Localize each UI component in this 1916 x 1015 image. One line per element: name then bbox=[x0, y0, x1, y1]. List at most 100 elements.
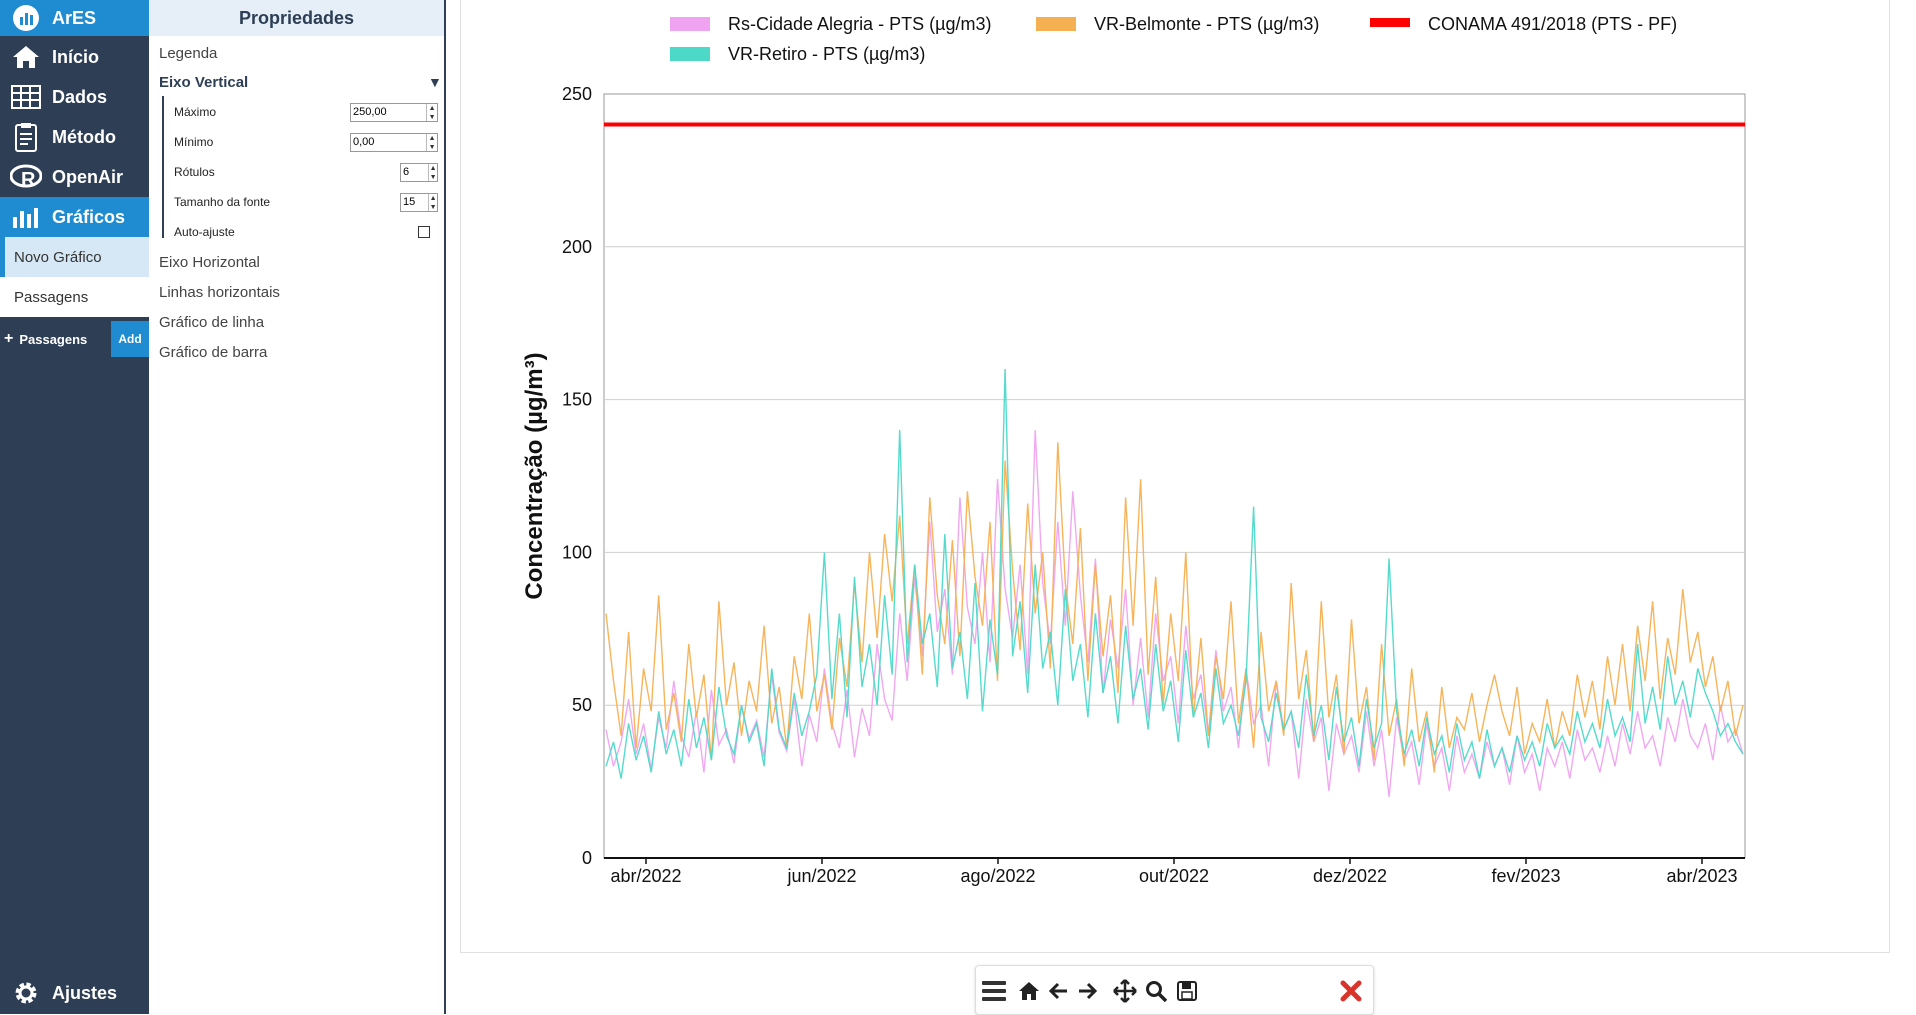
chart-grid bbox=[603, 93, 1746, 859]
clipboard-icon bbox=[0, 122, 52, 152]
r-logo-icon: R bbox=[0, 164, 52, 190]
add-passagens-row: + Passagens Add bbox=[0, 321, 149, 357]
legend-swatch bbox=[1036, 17, 1076, 31]
row-maximo: Máximo ▲▼ bbox=[174, 100, 438, 124]
x-tick-label: out/2022 bbox=[1139, 866, 1209, 886]
collapse-arrow-icon[interactable]: ▼ bbox=[428, 74, 442, 90]
sub-item-novo-grafico[interactable]: Novo Gráfico bbox=[0, 237, 149, 277]
chart-axes: 0 50 100 150 200 250 abr/2022 jun/2022 ago/2022 o… bbox=[521, 84, 1745, 886]
auto-ajuste-checkbox[interactable] bbox=[418, 226, 430, 238]
spin-arrows-icon[interactable]: ▲ ▼ bbox=[426, 103, 437, 121]
chart-card bbox=[460, 0, 1890, 953]
x-tick-label: abr/2023 bbox=[1666, 866, 1737, 886]
properties-title: Propriedades bbox=[149, 0, 444, 36]
x-tick-label: fev/2023 bbox=[1491, 866, 1560, 886]
legend-label: VR-Retiro - PTS (µg/m3) bbox=[728, 44, 925, 64]
minimo-spinbox[interactable]: ▲▼ bbox=[350, 132, 438, 152]
minimo-label: Mínimo bbox=[174, 135, 214, 149]
series-line-2 bbox=[605, 442, 1744, 773]
tamanho-fonte-spinbox[interactable]: ▲▼ bbox=[400, 192, 438, 212]
nav-item-label: Dados bbox=[52, 86, 108, 107]
zoom-icon[interactable] bbox=[1143, 978, 1169, 1004]
home-icon bbox=[0, 44, 52, 70]
spin-arrows-icon[interactable]: ▲ ▼ bbox=[426, 133, 437, 151]
add-button[interactable]: Add bbox=[111, 321, 149, 357]
nav-item-label: Ajustes bbox=[52, 982, 118, 1003]
tree-line bbox=[162, 96, 164, 238]
nav-item-label: OpenAir bbox=[52, 166, 124, 187]
y-tick-label: 0 bbox=[582, 848, 592, 868]
maximo-label: Máximo bbox=[174, 105, 217, 119]
nav-item-metodo[interactable]: Método bbox=[0, 117, 149, 157]
section-eixo-vertical[interactable]: Eixo Vertical bbox=[159, 74, 249, 91]
spin-arrows-icon[interactable]: ▲ ▼ bbox=[428, 193, 437, 211]
rotulos-input[interactable] bbox=[401, 163, 429, 181]
ares-logo-icon bbox=[0, 4, 52, 32]
nav-item-inicio[interactable]: Início bbox=[0, 37, 149, 77]
sub-item-passagens[interactable]: Passagens bbox=[0, 277, 149, 317]
nav-item-label: Método bbox=[52, 126, 116, 147]
maximo-spinbox[interactable]: ▲▼ bbox=[350, 102, 438, 122]
y-tick-label: 50 bbox=[572, 695, 592, 715]
svg-text:R: R bbox=[21, 169, 36, 190]
spin-arrows-icon[interactable]: ▲ ▼ bbox=[428, 163, 437, 181]
properties-panel: Propriedades Legenda Eixo Vertical ▼ Máx… bbox=[149, 0, 446, 1014]
tamanho-fonte-label: Tamanho da fonte bbox=[174, 195, 271, 209]
close-icon[interactable] bbox=[1338, 978, 1364, 1004]
y-axis-label: Concentração (µg/m³) bbox=[521, 352, 548, 599]
legend-label: VR-Belmonte - PTS (µg/m3) bbox=[1094, 14, 1319, 34]
add-passagens-label: Passagens bbox=[19, 331, 88, 347]
nav-item-openair[interactable]: R OpenAir bbox=[0, 157, 149, 197]
brand-title: ArES bbox=[52, 7, 97, 28]
back-arrow-icon[interactable] bbox=[1046, 978, 1072, 1004]
brand-header[interactable]: ArES bbox=[0, 0, 149, 36]
nav-item-graficos[interactable]: Gráficos bbox=[0, 197, 149, 237]
x-tick-label: ago/2022 bbox=[960, 866, 1035, 886]
chart-series bbox=[604, 122, 1745, 797]
nav-item-label: Início bbox=[52, 46, 100, 67]
section-grafico-barra[interactable]: Gráfico de barra bbox=[159, 344, 268, 361]
chart-legend: Rs-Cidade Alegria - PTS (µg/m3) VR-Belmon… bbox=[670, 14, 1677, 64]
rotulos-spinbox[interactable]: ▲▼ bbox=[400, 162, 438, 182]
save-icon[interactable] bbox=[1174, 978, 1200, 1004]
chart[interactable]: Rs-Cidade Alegria - PTS (µg/m3) VR-Belmon… bbox=[460, 0, 1890, 955]
series-line-1 bbox=[605, 430, 1744, 797]
section-legenda[interactable]: Legenda bbox=[159, 45, 218, 62]
rotulos-label: Rótulos bbox=[174, 165, 215, 179]
minimo-input[interactable] bbox=[351, 133, 427, 151]
y-tick-label: 250 bbox=[562, 84, 592, 104]
legend-swatch bbox=[670, 17, 710, 31]
gear-icon bbox=[0, 979, 52, 1007]
tamanho-fonte-input[interactable] bbox=[401, 193, 429, 211]
main-navigation: ArES Início Dados Método R OpenAir Gráfi… bbox=[0, 0, 149, 1014]
nav-item-dados[interactable]: Dados bbox=[0, 77, 149, 117]
section-linhas-horizontais[interactable]: Linhas horizontais bbox=[159, 284, 280, 301]
nav-item-label: Gráficos bbox=[52, 206, 126, 227]
add-passagens-label-wrap: + Passagens bbox=[0, 330, 111, 348]
auto-ajuste-label: Auto-ajuste bbox=[174, 225, 235, 239]
legend-swatch bbox=[670, 47, 710, 61]
home-icon[interactable] bbox=[1016, 978, 1042, 1004]
pan-icon[interactable] bbox=[1112, 978, 1138, 1004]
chart-toolbar bbox=[975, 965, 1374, 1015]
legend-swatch bbox=[1370, 18, 1410, 27]
series-line-3 bbox=[605, 368, 1744, 779]
nav-item-ajustes[interactable]: Ajustes bbox=[0, 973, 149, 1013]
section-eixo-horizontal[interactable]: Eixo Horizontal bbox=[159, 254, 260, 271]
bar-chart-icon bbox=[0, 205, 52, 229]
row-auto-ajuste: Auto-ajuste bbox=[174, 220, 438, 244]
forward-arrow-icon[interactable] bbox=[1074, 978, 1100, 1004]
row-tamanho-fonte: Tamanho da fonte ▲▼ bbox=[174, 190, 438, 214]
section-grafico-linha[interactable]: Gráfico de linha bbox=[159, 314, 265, 331]
menu-icon[interactable] bbox=[981, 978, 1007, 1004]
x-tick-label: dez/2022 bbox=[1313, 866, 1387, 886]
maximo-input[interactable] bbox=[351, 103, 427, 121]
y-tick-label: 150 bbox=[562, 390, 592, 410]
x-tick-label: jun/2022 bbox=[786, 866, 856, 886]
y-tick-label: 200 bbox=[562, 237, 592, 257]
x-tick-label: abr/2022 bbox=[610, 866, 681, 886]
legend-label: CONAMA 491/2018 (PTS - PF) bbox=[1428, 14, 1677, 34]
y-tick-label: 100 bbox=[562, 542, 592, 562]
row-rotulos: Rótulos ▲▼ bbox=[174, 160, 438, 184]
table-icon bbox=[0, 85, 52, 109]
